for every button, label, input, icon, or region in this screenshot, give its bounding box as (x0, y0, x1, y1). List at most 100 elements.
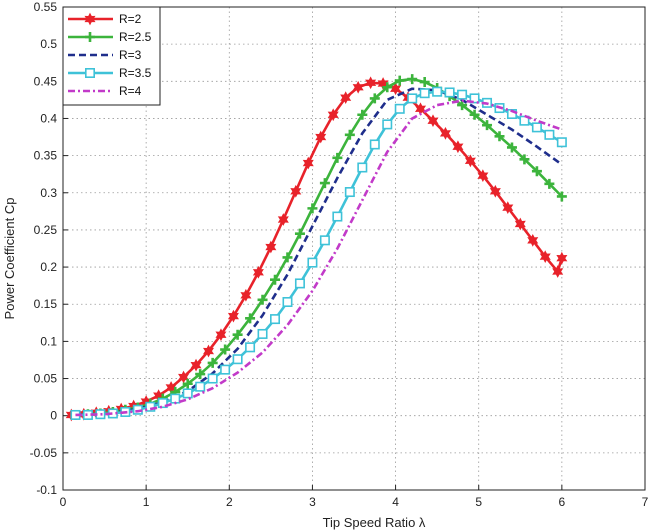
data-point (344, 187, 355, 198)
data-point (340, 91, 352, 105)
y-axis-label: Power Coefficient Cp (2, 198, 17, 320)
data-point (270, 314, 281, 325)
data-point (240, 288, 252, 302)
data-point (85, 32, 95, 42)
legend-box (62, 6, 161, 106)
legend-item: R=2 (68, 12, 142, 26)
data-point (294, 228, 305, 239)
data-point (227, 309, 239, 323)
data-point (544, 178, 555, 189)
data-point (182, 378, 193, 389)
y-tick-label: -0.1 (36, 483, 57, 497)
y-tick-label: 0.05 (34, 372, 58, 386)
data-point (190, 358, 202, 372)
x-tick-label: 3 (309, 495, 316, 509)
series (65, 74, 568, 422)
data-point (519, 154, 530, 165)
data-point (419, 88, 430, 99)
data-point (332, 211, 343, 222)
legend-item: R=2.5 (68, 30, 152, 44)
data-point (270, 274, 281, 285)
data-point (419, 77, 430, 88)
data-point (544, 129, 555, 140)
data-point (427, 114, 439, 128)
data-point (290, 184, 302, 198)
x-tick-label: 0 (60, 495, 67, 509)
data-point (332, 152, 343, 163)
y-tick-label: 0.3 (40, 186, 57, 200)
data-point (452, 140, 464, 154)
y-tick-label: 0.15 (34, 297, 58, 311)
data-point (432, 86, 443, 97)
legend-item: R=3 (68, 48, 142, 62)
x-tick-label: 1 (143, 495, 150, 509)
data-point (277, 213, 289, 226)
legend-item: R=4 (68, 84, 142, 98)
data-point (502, 201, 514, 215)
data-point (84, 12, 96, 26)
data-point (215, 328, 227, 342)
x-tick-label: 4 (392, 495, 399, 509)
series-line (75, 99, 563, 417)
data-point (506, 142, 517, 153)
data-point (282, 252, 293, 263)
data-point (202, 344, 215, 358)
data-point (369, 93, 380, 104)
data-point (556, 137, 567, 148)
data-point (477, 169, 489, 183)
data-point (365, 76, 377, 90)
y-tick-label: 0 (50, 409, 57, 423)
data-point (539, 250, 551, 264)
data-point (352, 80, 364, 94)
data-point (469, 93, 480, 104)
data-point (307, 257, 318, 268)
data-point (257, 294, 268, 305)
data-point (357, 162, 368, 173)
tick-labels: 0 1 2 3 4 5 6 7 -0.1 -0.05 0 0.05 0.1 0.15 0.2 0.25 0.3 0… (30, 0, 649, 509)
y-tick-label: 0.45 (34, 74, 58, 88)
data-point (377, 77, 389, 90)
data-point (556, 191, 567, 202)
data-point (252, 265, 264, 279)
plot-frame (62, 6, 646, 491)
data-point (245, 342, 256, 353)
data-point (407, 93, 418, 104)
data-point (207, 373, 218, 384)
data-point (207, 357, 218, 368)
data-point (394, 103, 405, 114)
data-point (407, 74, 418, 85)
data-point (357, 109, 368, 120)
data-point (307, 203, 318, 214)
data-point (145, 401, 156, 412)
data-point (294, 278, 305, 289)
y-tick-label: 0.25 (34, 223, 58, 237)
x-tick-label: 7 (642, 495, 649, 509)
data-point (552, 265, 564, 278)
data-point (170, 393, 181, 404)
legend-label: R=3 (119, 48, 142, 62)
data-point (531, 122, 542, 133)
y-tick-label: 0.5 (40, 37, 57, 51)
data-point (444, 87, 455, 98)
data-point (182, 388, 193, 399)
data-point (220, 344, 231, 355)
series-line (75, 77, 563, 417)
data-point (85, 68, 96, 79)
data-point (232, 354, 243, 365)
data-point (382, 119, 393, 130)
data-point (344, 129, 355, 140)
data-point (489, 184, 501, 198)
data-point (245, 313, 256, 324)
x-tick-label: 5 (475, 495, 482, 509)
data-point (319, 178, 330, 189)
y-tick-label: 0.55 (34, 0, 58, 14)
data-point (327, 108, 339, 122)
series-line (75, 90, 563, 417)
data-point (439, 126, 451, 140)
y-tick-label: 0.4 (40, 111, 57, 125)
data-point (257, 328, 268, 339)
legend: R=2 R=2.5 R=3 R=3.5 R=4 (62, 6, 161, 106)
legend-label: R=2 (119, 12, 142, 26)
data-point (157, 398, 168, 409)
